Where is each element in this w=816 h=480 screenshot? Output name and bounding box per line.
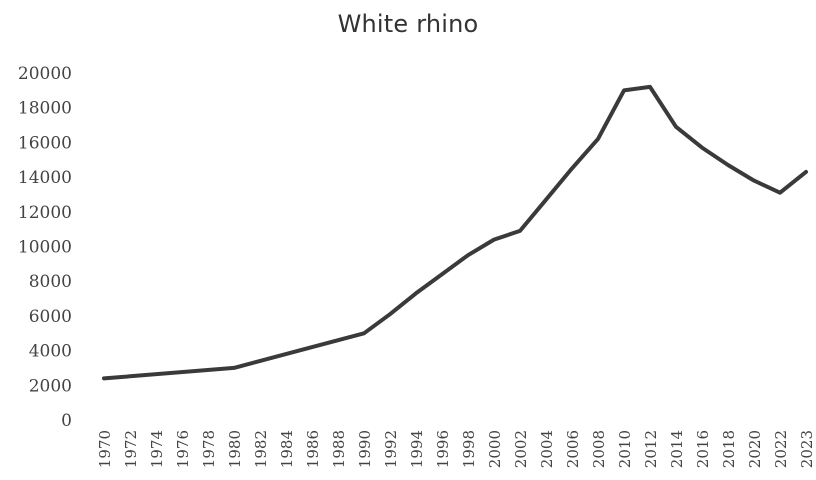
x-tick-label: 2014 (668, 430, 686, 468)
x-tick-label: 2012 (642, 430, 660, 468)
y-axis-ticks: 0 2000 4000 6000 8000 10000 12000 14000 16000 180… (18, 64, 72, 431)
x-tick-label: 1970 (96, 430, 114, 468)
series-line (102, 84, 808, 381)
data-point (362, 331, 366, 335)
x-tick-label: 1994 (408, 430, 426, 468)
data-point (518, 229, 522, 233)
x-tick-label: 2006 (564, 430, 582, 468)
x-tick-label: 1992 (382, 430, 400, 468)
y-tick-label: 16000 (18, 133, 72, 153)
x-tick-label: 1972 (122, 430, 140, 468)
y-tick-label: 4000 (29, 342, 72, 362)
data-point (700, 146, 704, 150)
chart-title: White rhino (337, 10, 479, 38)
x-tick-label: 2023 (798, 430, 816, 468)
x-tick-label: 2002 (512, 430, 530, 468)
x-tick-label: 1986 (304, 430, 322, 468)
data-point (388, 312, 392, 316)
x-tick-label: 1984 (278, 430, 296, 468)
x-tick-label: 2018 (720, 430, 738, 468)
data-point (414, 291, 418, 295)
y-tick-label: 0 (61, 411, 72, 431)
data-point (297, 349, 301, 353)
data-point (440, 272, 444, 276)
x-tick-label: 1982 (252, 430, 270, 468)
data-point (466, 253, 470, 257)
x-tick-label: 1996 (434, 430, 452, 468)
y-tick-label: 6000 (29, 307, 72, 327)
y-tick-label: 10000 (18, 238, 72, 258)
data-point (648, 85, 652, 89)
data-point (570, 166, 574, 170)
x-tick-label: 1998 (460, 430, 478, 468)
x-tick-label: 1978 (200, 430, 218, 468)
y-tick-label: 18000 (18, 99, 72, 119)
data-point (622, 88, 626, 92)
series-layer (102, 84, 808, 381)
x-tick-label: 1974 (148, 430, 166, 468)
x-tick-label: 2022 (772, 430, 790, 468)
x-tick-label: 2004 (538, 430, 556, 468)
data-point (804, 170, 808, 174)
data-point (102, 376, 106, 380)
x-tick-label: 2016 (694, 430, 712, 468)
data-point (778, 191, 782, 195)
x-tick-label: 1988 (330, 430, 348, 468)
y-tick-label: 8000 (29, 272, 72, 292)
data-point (596, 137, 600, 141)
y-tick-label: 14000 (18, 168, 72, 188)
x-tick-label: 2008 (590, 430, 608, 468)
y-tick-label: 12000 (18, 203, 72, 223)
data-point (492, 238, 496, 242)
y-tick-label: 20000 (18, 64, 72, 84)
x-tick-label: 1976 (174, 430, 192, 468)
data-point (232, 366, 236, 370)
y-tick-label: 2000 (29, 376, 72, 396)
data-point (544, 198, 548, 202)
data-point (674, 125, 678, 129)
x-tick-label: 1990 (356, 430, 374, 468)
x-axis-ticks: 1970 1972 1974 1976 1978 1980 1982 1984 1986 1988… (96, 430, 816, 468)
x-tick-label: 2010 (616, 430, 634, 468)
x-tick-label: 1980 (226, 430, 244, 468)
x-tick-label: 2020 (746, 430, 764, 468)
data-point (752, 179, 756, 183)
x-tick-label: 2000 (486, 430, 504, 468)
data-point (726, 163, 730, 167)
